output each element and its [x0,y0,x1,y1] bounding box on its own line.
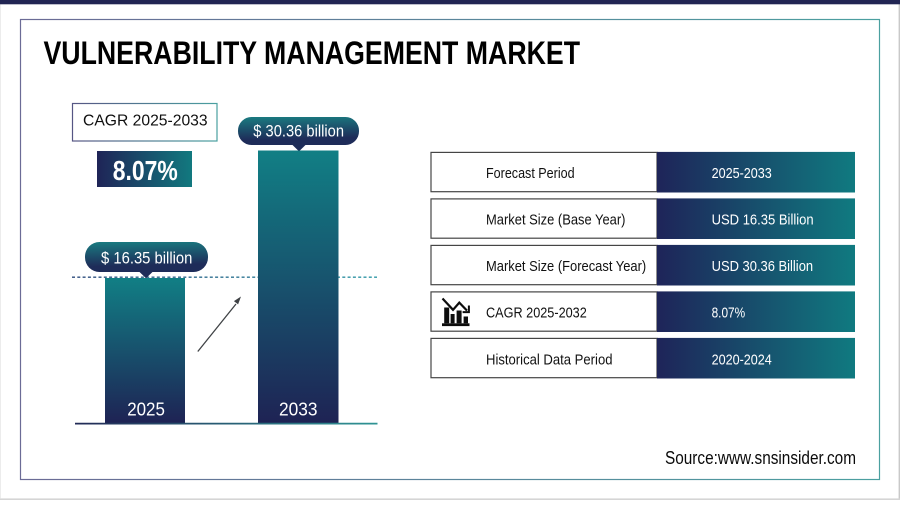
svg-text:2033: 2033 [279,399,318,419]
svg-text:2025: 2025 [127,399,165,419]
svg-text:CAGR 2025-2032: CAGR 2025-2032 [486,305,587,322]
svg-text:USD 16.35 Billion: USD 16.35 Billion [712,211,814,228]
svg-text:Forecast Period: Forecast Period [486,165,575,182]
svg-text:8.07%: 8.07% [712,305,746,322]
svg-text:VULNERABILITY MANAGEMENT MARKE: VULNERABILITY MANAGEMENT MARKET [44,35,581,71]
svg-text:2025-2033: 2025-2033 [712,165,772,182]
svg-text:Historical Data Period: Historical Data Period [486,351,613,368]
svg-text:USD 30.36 Billion: USD 30.36 Billion [712,258,814,275]
svg-text:Market Size (Forecast Year): Market Size (Forecast Year) [486,258,646,275]
svg-text:2020-2024: 2020-2024 [712,351,772,368]
svg-text:$ 30.36 billion: $ 30.36 billion [253,122,344,140]
svg-text:$ 16.35 billion: $ 16.35 billion [101,250,192,268]
svg-text:Market Size (Base Year): Market Size (Base Year) [486,211,626,228]
svg-text:CAGR 2025-2033: CAGR 2025-2033 [83,113,208,130]
svg-text:8.07%: 8.07% [113,155,178,186]
svg-text:Source:www.snsinsider.com: Source:www.snsinsider.com [665,448,856,468]
